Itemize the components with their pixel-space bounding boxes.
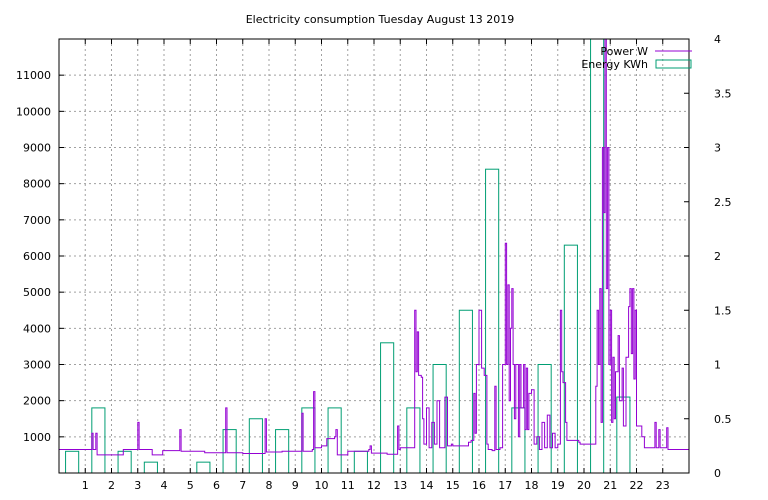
x-tick-label: 22 (630, 479, 644, 492)
y-left-tick-label: 1000 (23, 431, 51, 444)
y-left-tick-label: 5000 (23, 286, 51, 299)
y-left-tick-label: 10000 (16, 105, 51, 118)
y-left-tick-label: 9000 (23, 142, 51, 155)
y-right-tick-label: 4 (714, 33, 721, 46)
x-tick-label: 1 (82, 479, 89, 492)
y-right-tick-label: 0 (714, 467, 721, 480)
energy-bar (143, 461, 158, 474)
energy-bar (222, 429, 237, 474)
legend: Power W Energy KWh (581, 45, 692, 71)
x-tick-label: 4 (161, 479, 168, 492)
x-tick-label: 16 (472, 479, 486, 492)
y-right-tick-label: 3.5 (714, 87, 732, 100)
x-tick-label: 21 (603, 479, 617, 492)
energy-bar (196, 461, 211, 474)
y-left-tick-label: 3000 (23, 359, 51, 372)
x-tick-label: 19 (551, 479, 565, 492)
x-axis-ticks: 1 2 3 4 5 6 7 8 9 10 11 12 13 14 15 16 17 18 19 20 21 22 23 (82, 39, 670, 492)
x-tick-label: 15 (446, 479, 460, 492)
x-tick-label: 3 (134, 479, 141, 492)
y-left-tick-label: 6000 (23, 250, 51, 263)
x-tick-label: 14 (420, 479, 434, 492)
legend-label-power: Power W (600, 45, 648, 58)
energy-bar (248, 418, 263, 474)
x-tick-label: 20 (577, 479, 591, 492)
x-tick-label: 17 (498, 479, 512, 492)
y-right-tick-label: 2 (714, 250, 721, 263)
x-tick-label: 12 (367, 479, 381, 492)
y-left-axis-ticks: 1000 2000 3000 4000 5000 6000 7000 8000 9000 1000… (16, 69, 64, 444)
energy-bar (458, 309, 473, 474)
y-right-tick-label: 1.5 (714, 304, 732, 317)
chart-title: Electricity consumption Tuesday August 1… (246, 13, 515, 26)
y-right-axis-ticks: 0 0.5 1 1.5 2 2.5 3 3.5 4 (684, 33, 732, 480)
x-tick-label: 5 (187, 479, 194, 492)
energy-bar (485, 168, 500, 474)
y-right-tick-label: 2.5 (714, 196, 732, 209)
y-left-tick-label: 7000 (23, 214, 51, 227)
x-tick-label: 10 (315, 479, 329, 492)
x-tick-label: 13 (393, 479, 407, 492)
power-line (59, 38, 689, 456)
x-tick-label: 18 (525, 479, 539, 492)
energy-bar (91, 407, 106, 474)
energy-bar (590, 38, 605, 474)
x-tick-label: 8 (266, 479, 273, 492)
grid-lines (59, 39, 689, 473)
x-tick-label: 7 (239, 479, 246, 492)
legend-swatch-energy (655, 59, 692, 69)
energy-bar (301, 407, 316, 474)
energy-bar (65, 450, 80, 474)
legend-label-energy: Energy KWh (581, 58, 648, 71)
energy-bar (327, 407, 342, 474)
x-tick-label: 6 (213, 479, 220, 492)
y-left-tick-label: 2000 (23, 395, 51, 408)
x-tick-label: 9 (292, 479, 299, 492)
y-left-tick-label: 4000 (23, 322, 51, 335)
y-right-tick-label: 0.5 (714, 413, 732, 426)
energy-bar (406, 407, 421, 474)
y-right-tick-label: 1 (714, 359, 721, 372)
power-line-group (59, 38, 689, 456)
y-right-tick-label: 3 (714, 142, 721, 155)
x-tick-label: 11 (341, 479, 355, 492)
energy-bar (563, 244, 578, 474)
x-tick-label: 23 (656, 479, 670, 492)
energy-bar (353, 450, 368, 474)
y-left-tick-label: 11000 (16, 69, 51, 82)
x-tick-label: 2 (108, 479, 115, 492)
y-left-tick-label: 8000 (23, 178, 51, 191)
energy-bar (537, 364, 552, 474)
